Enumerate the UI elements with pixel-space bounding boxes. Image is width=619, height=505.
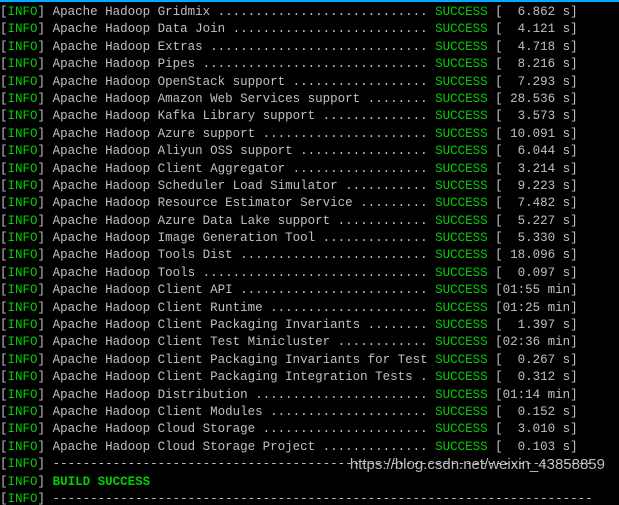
build-row: [INFO] Apache Hadoop Client Aggregator .… — [0, 161, 619, 178]
build-row: [INFO] Apache Hadoop Client Modules ....… — [0, 404, 619, 421]
build-row: [INFO] Apache Hadoop Extras ............… — [0, 39, 619, 56]
build-row: [INFO] Apache Hadoop Cloud Storage .....… — [0, 421, 619, 438]
build-row: [INFO] Apache Hadoop Resource Estimator … — [0, 195, 619, 212]
separator-row: [INFO] ---------------------------------… — [0, 491, 619, 505]
build-row: [INFO] Apache Hadoop Gridmix ...........… — [0, 4, 619, 21]
build-row: [INFO] Apache Hadoop OpenStack support .… — [0, 74, 619, 91]
separator-row: [INFO] ---------------------------------… — [0, 456, 619, 473]
build-row: [INFO] Apache Hadoop Client Packaging In… — [0, 352, 619, 369]
build-row: [INFO] Apache Hadoop Azure support .....… — [0, 126, 619, 143]
build-row: [INFO] Apache Hadoop Pipes .............… — [0, 56, 619, 73]
build-row: [INFO] Apache Hadoop Kafka Library suppo… — [0, 108, 619, 125]
build-row: [INFO] Apache Hadoop Client Packaging In… — [0, 317, 619, 334]
build-row: [INFO] Apache Hadoop Cloud Storage Proje… — [0, 439, 619, 456]
build-row: [INFO] Apache Hadoop Image Generation To… — [0, 230, 619, 247]
build-row: [INFO] Apache Hadoop Client Test Miniclu… — [0, 334, 619, 351]
build-row: [INFO] Apache Hadoop Tools .............… — [0, 265, 619, 282]
build-row: [INFO] Apache Hadoop Amazon Web Services… — [0, 91, 619, 108]
build-row: [INFO] Apache Hadoop Tools Dist ........… — [0, 247, 619, 264]
build-row: [INFO] Apache Hadoop Distribution ......… — [0, 387, 619, 404]
build-row: [INFO] Apache Hadoop Aliyun OSS support … — [0, 143, 619, 160]
build-row: [INFO] Apache Hadoop Client API ........… — [0, 282, 619, 299]
build-row: [INFO] Apache Hadoop Client Runtime ....… — [0, 300, 619, 317]
build-row: [INFO] Apache Hadoop Client Packaging In… — [0, 369, 619, 386]
build-result-row: [INFO] BUILD SUCCESS — [0, 474, 619, 491]
build-row: [INFO] Apache Hadoop Scheduler Load Simu… — [0, 178, 619, 195]
build-row: [INFO] Apache Hadoop Azure Data Lake sup… — [0, 213, 619, 230]
terminal-output[interactable]: [INFO] Apache Hadoop Gridmix ...........… — [0, 0, 619, 505]
build-row: [INFO] Apache Hadoop Data Join .........… — [0, 21, 619, 38]
